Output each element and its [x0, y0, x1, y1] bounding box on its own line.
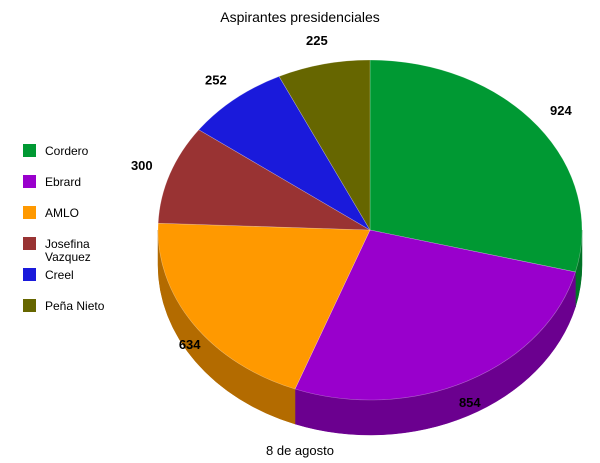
- legend-label-pena-nieto: Peña Nieto: [45, 299, 105, 313]
- legend-label-josefina-vazquez: Josefina Vazquez: [45, 237, 91, 264]
- legend-swatch-josefina-vazquez: [23, 237, 36, 250]
- legend-label-creel: Creel: [45, 268, 74, 282]
- legend-swatch-ebrard: [23, 175, 36, 188]
- pie-slice-pena-nieto: [278, 59, 371, 232]
- legend-swatch-amlo: [23, 206, 36, 219]
- chart-caption: 8 de agosto: [266, 443, 334, 458]
- legend-swatch-creel: [23, 268, 36, 281]
- pie-slice-amlo: [157, 222, 371, 390]
- data-label-josefina-vazquez: 300: [131, 158, 153, 173]
- data-label-cordero: 924: [550, 103, 572, 118]
- pie-slice-cordero: [369, 59, 583, 273]
- data-label-pena-nieto: 225: [306, 33, 328, 48]
- legend-swatch-pena-nieto: [23, 299, 36, 312]
- data-label-amlo: 634: [179, 337, 201, 352]
- pie-slice-creel: [198, 76, 371, 231]
- pie-slice-josefina-vazquez: [157, 129, 371, 231]
- legend-label-ebrard: Ebrard: [45, 175, 82, 189]
- legend-label-cordero: Cordero: [45, 144, 89, 158]
- legend-label-amlo: AMLO: [45, 206, 80, 220]
- legend-swatch-cordero: [23, 144, 36, 157]
- data-label-ebrard: 854: [459, 395, 481, 410]
- data-label-creel: 252: [205, 73, 227, 88]
- pie-slice-ebrard: [294, 229, 576, 401]
- chart-title: Aspirantes presidenciales: [220, 9, 380, 25]
